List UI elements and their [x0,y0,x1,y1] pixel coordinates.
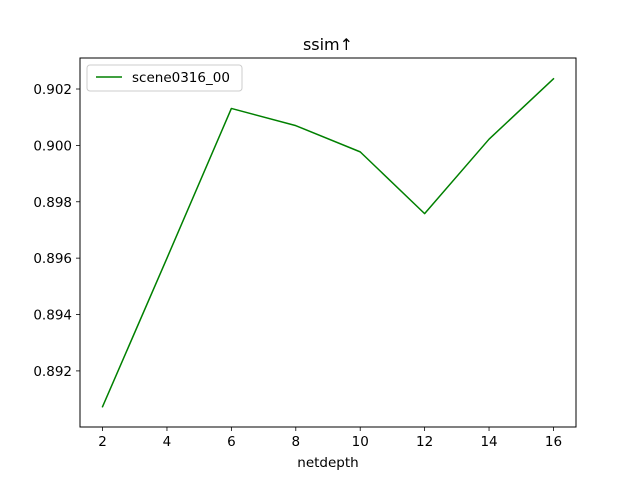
legend-label: scene0316_00 [132,70,230,86]
x-tick-label: 14 [480,434,497,450]
series-line-0 [101,77,555,408]
y-axis: 0.892 0.894 0.896 0.898 0.900 0.902 [33,82,80,380]
x-tick-label: 10 [352,434,369,450]
x-tick-label: 6 [227,434,236,450]
chart-title: ssim↑ [303,35,353,54]
y-tick-label: 0.898 [33,195,72,211]
y-tick-label: 0.894 [33,308,72,324]
legend-box [86,64,243,92]
x-axis: 2 4 6 8 10 12 14 16 [98,427,562,450]
series-layer [101,77,555,408]
y-tick-label: 0.902 [33,82,72,98]
x-tick-label: 12 [416,434,433,450]
y-tick-label: 0.892 [33,364,72,380]
axes-frame [79,57,577,428]
plot-area [79,57,577,428]
x-tick-label: 4 [163,434,172,450]
y-tick-label: 0.900 [33,138,72,154]
x-tick-label: 16 [545,434,562,450]
x-axis-label: netdepth [297,455,358,471]
y-tick-label: 0.896 [33,251,72,267]
legend: scene0316_00 [86,64,243,92]
x-tick-label: 2 [98,434,107,450]
x-tick-label: 8 [291,434,300,450]
